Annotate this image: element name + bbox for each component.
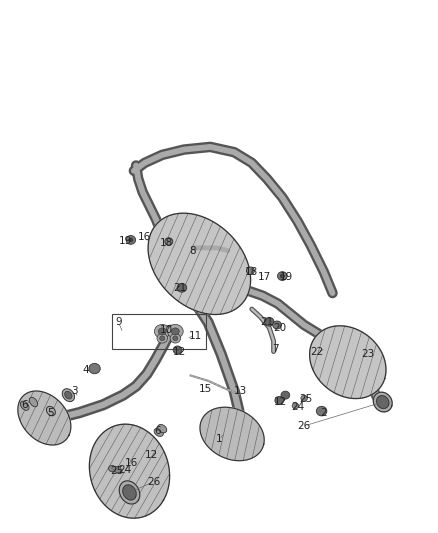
Ellipse shape <box>177 284 187 292</box>
Text: 22: 22 <box>311 346 324 357</box>
Text: 1: 1 <box>215 434 223 445</box>
Text: 21: 21 <box>173 283 186 293</box>
Text: 25: 25 <box>110 466 123 476</box>
Ellipse shape <box>154 429 163 437</box>
Ellipse shape <box>171 328 179 335</box>
Polygon shape <box>310 326 386 399</box>
Ellipse shape <box>278 272 287 280</box>
Ellipse shape <box>292 403 299 409</box>
Text: 4: 4 <box>82 365 89 375</box>
Text: 18: 18 <box>245 267 258 277</box>
Polygon shape <box>377 395 389 408</box>
Ellipse shape <box>273 321 282 329</box>
Polygon shape <box>148 213 251 314</box>
Ellipse shape <box>126 236 136 244</box>
Text: 18: 18 <box>160 238 173 247</box>
Ellipse shape <box>301 395 307 401</box>
Text: 3: 3 <box>71 386 78 397</box>
Ellipse shape <box>159 336 165 341</box>
Text: 11: 11 <box>188 330 201 341</box>
Text: 20: 20 <box>274 322 287 333</box>
Ellipse shape <box>173 336 178 341</box>
Ellipse shape <box>165 238 173 245</box>
Ellipse shape <box>129 238 133 242</box>
Ellipse shape <box>173 346 182 354</box>
Text: 8: 8 <box>190 246 196 255</box>
Ellipse shape <box>29 397 38 407</box>
Text: 15: 15 <box>199 384 212 394</box>
Ellipse shape <box>167 325 183 338</box>
Polygon shape <box>200 407 264 461</box>
Text: 6: 6 <box>155 426 161 437</box>
Text: 13: 13 <box>234 386 247 397</box>
Ellipse shape <box>316 406 327 416</box>
Text: 24: 24 <box>119 465 132 474</box>
Text: 19: 19 <box>119 236 132 246</box>
Ellipse shape <box>247 267 254 274</box>
Text: 12: 12 <box>145 450 158 460</box>
Polygon shape <box>18 391 71 445</box>
Text: 25: 25 <box>300 394 313 405</box>
Ellipse shape <box>281 391 290 399</box>
Text: 23: 23 <box>361 349 374 359</box>
Ellipse shape <box>158 328 166 335</box>
Text: 9: 9 <box>115 317 122 327</box>
Text: 21: 21 <box>261 317 274 327</box>
Ellipse shape <box>46 406 56 416</box>
Ellipse shape <box>157 334 167 343</box>
Text: 2: 2 <box>321 408 327 418</box>
Text: 7: 7 <box>272 344 279 354</box>
Text: 10: 10 <box>160 325 173 335</box>
Text: 12: 12 <box>173 346 186 357</box>
Text: 16: 16 <box>125 458 138 468</box>
Text: 26: 26 <box>147 477 160 487</box>
Text: 19: 19 <box>280 272 293 282</box>
Polygon shape <box>119 481 140 504</box>
Ellipse shape <box>154 325 170 338</box>
Ellipse shape <box>170 334 180 343</box>
Ellipse shape <box>275 397 284 405</box>
Text: 24: 24 <box>291 402 304 413</box>
Ellipse shape <box>158 424 167 433</box>
Ellipse shape <box>114 466 121 473</box>
Ellipse shape <box>89 364 100 374</box>
Ellipse shape <box>21 401 29 410</box>
Bar <box>112 314 206 349</box>
Ellipse shape <box>265 318 274 326</box>
Text: 26: 26 <box>297 421 311 431</box>
Polygon shape <box>373 392 392 412</box>
Text: 6: 6 <box>21 400 28 410</box>
Polygon shape <box>123 485 136 500</box>
Ellipse shape <box>280 274 284 278</box>
Text: 5: 5 <box>48 408 54 418</box>
Text: 16: 16 <box>138 232 152 243</box>
Polygon shape <box>89 424 170 518</box>
Ellipse shape <box>109 465 116 472</box>
Ellipse shape <box>65 391 72 399</box>
Text: 12: 12 <box>273 397 287 407</box>
Ellipse shape <box>62 389 74 401</box>
Text: 17: 17 <box>258 272 272 282</box>
